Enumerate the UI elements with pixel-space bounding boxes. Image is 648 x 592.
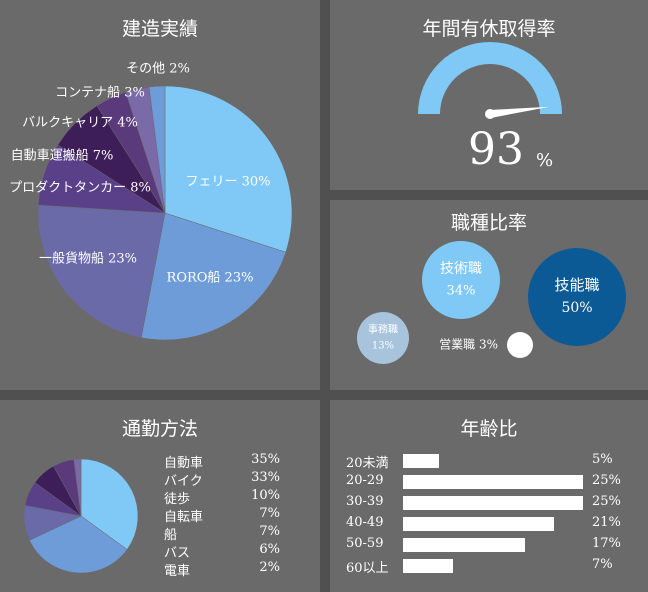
- jobs-bubble-chart: 技能職 50% 技術職 34% 事務職 13% 営業職 3%: [357, 241, 626, 364]
- construction-slice-2: [37, 204, 166, 339]
- commute-legend-value-0: 35%: [251, 452, 280, 467]
- jobs-panel: 職種比率 技能職 50% 技術職 34% 事務職 13% 営業職 3%: [330, 200, 648, 390]
- age-bar-2: [403, 496, 583, 510]
- age-bar-4: [403, 538, 526, 552]
- construction-label-4: 自動車運搬船 7%: [11, 149, 114, 164]
- age-title: 年齢比: [460, 418, 518, 440]
- bubble-value-1: 34%: [447, 284, 476, 299]
- commute-legend-label-2: 徒歩: [164, 492, 191, 507]
- construction-pie-chart: フェリー 30% RORO船 23% 一般貨物船 23% プロダクトタンカー 8% 自動…: [9, 62, 293, 341]
- commute-legend-label-0: 自動車: [164, 456, 204, 471]
- age-bar-5: [403, 559, 454, 573]
- bubble-value-0: 50%: [561, 300, 592, 316]
- commute-slice-1: [29, 515, 128, 574]
- commute-title: 通勤方法: [121, 418, 198, 440]
- construction-label-3: プロダクトタンカー 8%: [9, 181, 151, 196]
- gauge-hub: [485, 109, 495, 119]
- commute-legend-value-5: 6%: [259, 542, 280, 557]
- gauge-needle: [489, 106, 550, 118]
- age-value-4: 17%: [592, 536, 621, 551]
- holiday-gauge: [418, 42, 562, 119]
- age-label-2: 30-39: [346, 494, 384, 509]
- jobs-title: 職種比率: [450, 212, 527, 234]
- bubble-label-3: 営業職 3%: [439, 338, 498, 352]
- holiday-unit: %: [536, 150, 554, 171]
- commute-pie-chart: [23, 458, 139, 574]
- bubble-label-2: 事務職: [368, 323, 398, 336]
- construction-title: 建造実績: [121, 18, 198, 40]
- commute-legend-value-4: 7%: [259, 524, 280, 539]
- construction-label-1: RORO船 23%: [167, 271, 254, 286]
- construction-slice-7: [148, 85, 166, 214]
- bubble-2: [357, 312, 409, 364]
- age-bar-1: [403, 475, 583, 489]
- age-label-1: 20-29: [346, 473, 384, 488]
- age-value-2: 25%: [592, 494, 621, 509]
- age-label-0: 20未満: [346, 456, 389, 471]
- bubble-value-2: 13%: [372, 341, 394, 352]
- age-label-5: 60以上: [346, 561, 389, 576]
- holiday-value: 93: [468, 126, 524, 174]
- age-bar-0: [403, 454, 439, 468]
- commute-slice-0: [80, 458, 139, 550]
- age-value-0: 5%: [592, 452, 613, 467]
- age-value-1: 25%: [592, 473, 621, 488]
- age-bar-3: [403, 517, 555, 531]
- bubble-3: [507, 332, 533, 358]
- age-value-3: 21%: [592, 515, 621, 530]
- age-label-3: 40-49: [346, 515, 384, 530]
- commute-panel: 通勤方法 自動車 35% バイク 33% 徒歩 10% 自転車 7% 船 7% バス 6% 電車 2%: [0, 400, 320, 592]
- commute-legend-value-2: 10%: [251, 488, 280, 503]
- commute-slice-6: [73, 458, 82, 517]
- holiday-title: 年間有休取得率: [422, 18, 556, 40]
- construction-slice-1: [140, 212, 287, 341]
- construction-label-7: その他 2%: [126, 62, 190, 77]
- commute-legend-label-3: 自転車: [164, 510, 204, 525]
- bubble-label-0: 技能職: [554, 276, 599, 294]
- bubble-0: [528, 248, 626, 346]
- commute-legend-value-6: 2%: [259, 560, 280, 575]
- commute-legend-value-1: 33%: [251, 470, 280, 485]
- commute-legend-value-3: 7%: [259, 506, 280, 521]
- holiday-value-number: 93: [468, 124, 524, 175]
- bubble-label-1: 技術職: [440, 261, 482, 277]
- age-panel: 年齢比 20未満 5% 20-29 25% 30-39 25% 40-49 21% 50-59 1…: [330, 400, 648, 592]
- construction-label-5: バルクキャリア 4%: [22, 116, 138, 131]
- commute-legend-label-5: バス: [164, 546, 191, 561]
- bubble-1: [422, 241, 500, 319]
- commute-legend-label-1: バイク: [164, 474, 203, 489]
- age-value-5: 7%: [592, 557, 613, 572]
- construction-label-2: 一般貨物船 23%: [39, 251, 137, 267]
- commute-legend-label-6: 電車: [164, 564, 191, 579]
- gauge-arc: [418, 42, 562, 114]
- commute-legend-label-4: 船: [164, 528, 178, 543]
- age-label-4: 50-59: [346, 536, 384, 551]
- construction-slice-0: [164, 85, 293, 253]
- construction-label-6: コンテナ船 3%: [55, 86, 145, 101]
- construction-label-0: フェリー 30%: [185, 175, 270, 190]
- holiday-panel: 年間有休取得率 93 %: [330, 0, 648, 190]
- construction-panel: 建造実績 フェリー 30% RORO船 23% 一般貨物船 23% プロダクトタンカー…: [0, 0, 320, 390]
